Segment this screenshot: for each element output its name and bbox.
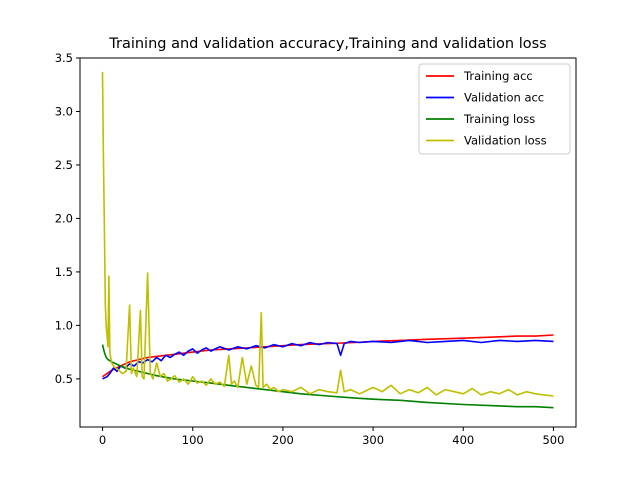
y-tick-label: 3.5 (55, 51, 73, 65)
legend-label-validation-loss: Validation loss (464, 134, 547, 148)
y-tick-label: 3.0 (55, 104, 73, 118)
series-group (101, 71, 554, 409)
plot-area: 0 100 200 300 400 500 0.5 1.0 1.5 2.0 2.5 3.0 3.5 (55, 51, 577, 447)
axes-frame (79, 57, 577, 428)
x-tick-label: 0 (99, 433, 106, 447)
series-line-validation-loss (101, 71, 554, 397)
chart-title: Training and validation accuracy,Trainin… (108, 36, 546, 52)
x-axis: 0 100 200 300 400 500 (99, 427, 564, 447)
y-tick-label: 0.5 (55, 372, 73, 386)
series-line-validation-acc (102, 339, 554, 380)
y-axis: 0.5 1.0 1.5 2.0 2.5 3.0 3.5 (55, 51, 80, 386)
legend: Training acc Validation acc Training loss V… (418, 63, 571, 155)
y-tick-label: 1.0 (55, 318, 73, 332)
x-tick-label: 400 (452, 433, 474, 447)
legend-label-validation-acc: Validation acc (464, 91, 544, 105)
legend-box (418, 63, 571, 155)
legend-label-training-acc: Training acc (463, 69, 533, 83)
y-tick-label: 1.5 (55, 265, 73, 279)
x-tick-label: 500 (542, 433, 564, 447)
x-tick-label: 300 (362, 433, 384, 447)
y-tick-label: 2.5 (55, 158, 73, 172)
x-tick-label: 100 (182, 433, 204, 447)
legend-label-training-loss: Training loss (463, 112, 535, 126)
x-tick-label: 200 (272, 433, 294, 447)
y-tick-label: 2.0 (55, 211, 73, 225)
series-line-training-acc (102, 334, 554, 378)
series-line-training-loss (101, 344, 554, 409)
